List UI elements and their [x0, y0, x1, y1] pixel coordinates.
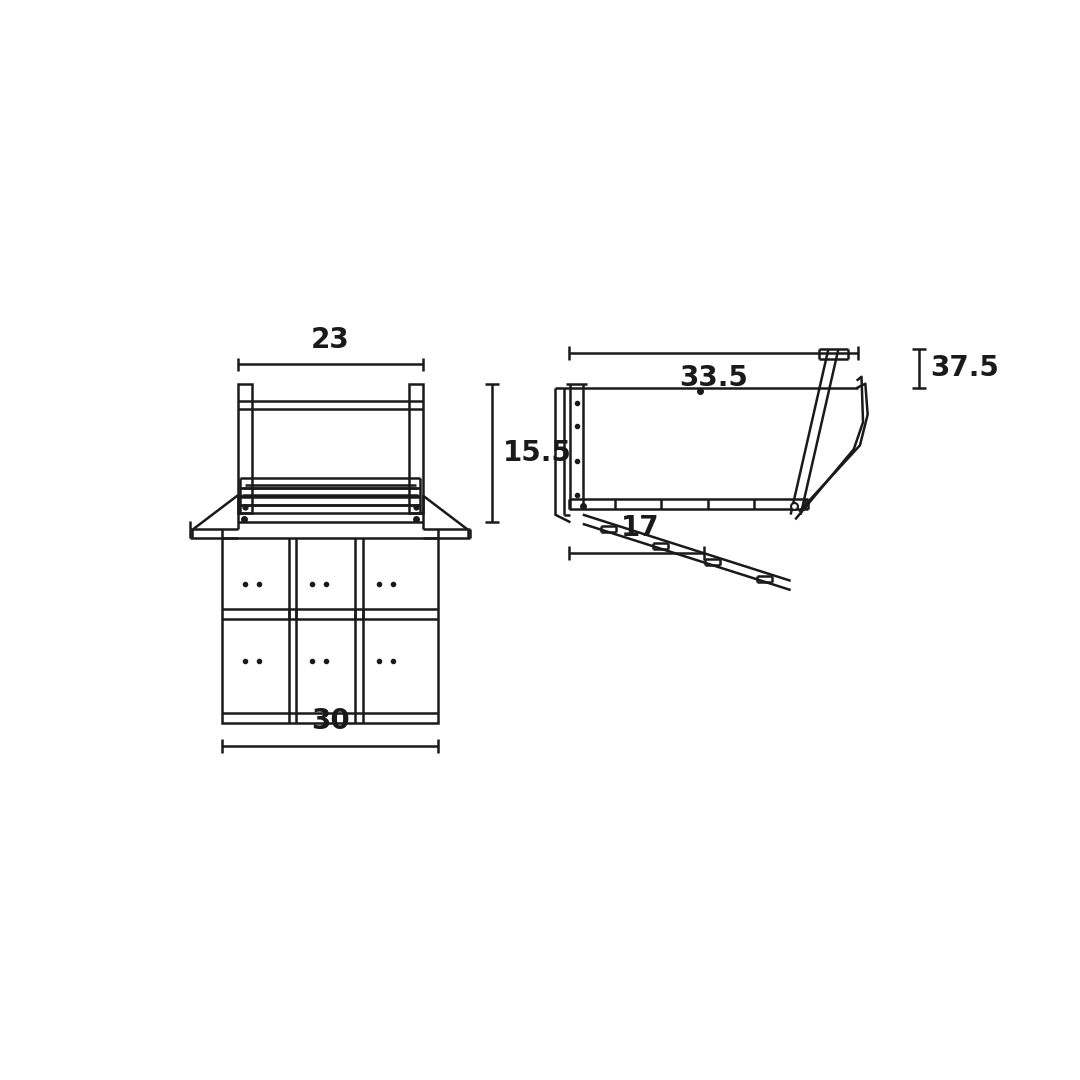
Text: 33.5: 33.5 — [679, 364, 747, 392]
Text: 37.5: 37.5 — [930, 354, 999, 382]
Bar — [222, 538, 438, 723]
Bar — [408, 383, 422, 513]
Text: 15.5: 15.5 — [502, 438, 571, 467]
Text: 23: 23 — [311, 326, 350, 353]
Text: 30: 30 — [311, 706, 350, 734]
Text: 17: 17 — [621, 514, 660, 542]
Bar — [238, 383, 252, 513]
